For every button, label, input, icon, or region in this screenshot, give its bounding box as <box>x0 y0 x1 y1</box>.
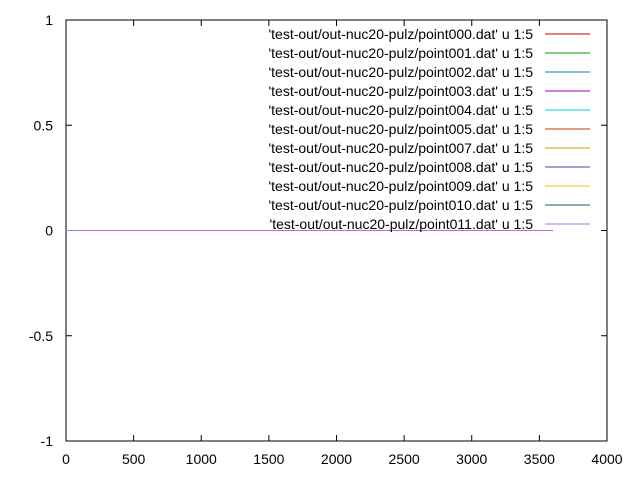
legend-label: 'test-out/out-nuc20-pulz/point000.dat' u… <box>268 26 533 42</box>
legend-label: 'test-out/out-nuc20-pulz/point003.dat' u… <box>268 83 533 99</box>
x-tick-label: 0 <box>62 451 70 467</box>
x-tick-label: 4000 <box>591 451 622 467</box>
x-tick-label: 2500 <box>389 451 420 467</box>
legend-label: 'test-out/out-nuc20-pulz/point007.dat' u… <box>268 140 533 156</box>
x-tick-label: 3500 <box>524 451 555 467</box>
y-tick-label: -1 <box>41 433 54 449</box>
x-tick-label: 1000 <box>186 451 217 467</box>
legend-label: 'test-out/out-nuc20-pulz/point009.dat' u… <box>268 178 533 194</box>
x-tick-label: 3000 <box>456 451 487 467</box>
y-tick-label: 0 <box>45 223 53 239</box>
axis-ticks <box>65 19 608 442</box>
y-tick-label: -0.5 <box>29 328 53 344</box>
x-tick-label: 1500 <box>253 451 284 467</box>
legend: 'test-out/out-nuc20-pulz/point000.dat' u… <box>268 26 590 232</box>
legend-label: 'test-out/out-nuc20-pulz/point004.dat' u… <box>268 102 533 118</box>
axis-tick-labels: 0 500 1000 1500 2000 2500 3000 3500 4000 -1 -0.5 0 0… <box>29 12 623 467</box>
x-tick-label: 500 <box>122 451 146 467</box>
legend-label: 'test-out/out-nuc20-pulz/point008.dat' u… <box>268 159 533 175</box>
legend-label: 'test-out/out-nuc20-pulz/point010.dat' u… <box>268 197 533 213</box>
legend-label: 'test-out/out-nuc20-pulz/point001.dat' u… <box>268 45 533 61</box>
y-tick-label: 1 <box>45 12 53 28</box>
y-tick-label: 0.5 <box>34 117 54 133</box>
legend-label: 'test-out/out-nuc20-pulz/point005.dat' u… <box>268 121 533 137</box>
legend-label: 'test-out/out-nuc20-pulz/point002.dat' u… <box>268 64 533 80</box>
x-tick-label: 2000 <box>321 451 352 467</box>
legend-label: 'test-out/out-nuc20-pulz/point011.dat' u… <box>270 216 534 232</box>
